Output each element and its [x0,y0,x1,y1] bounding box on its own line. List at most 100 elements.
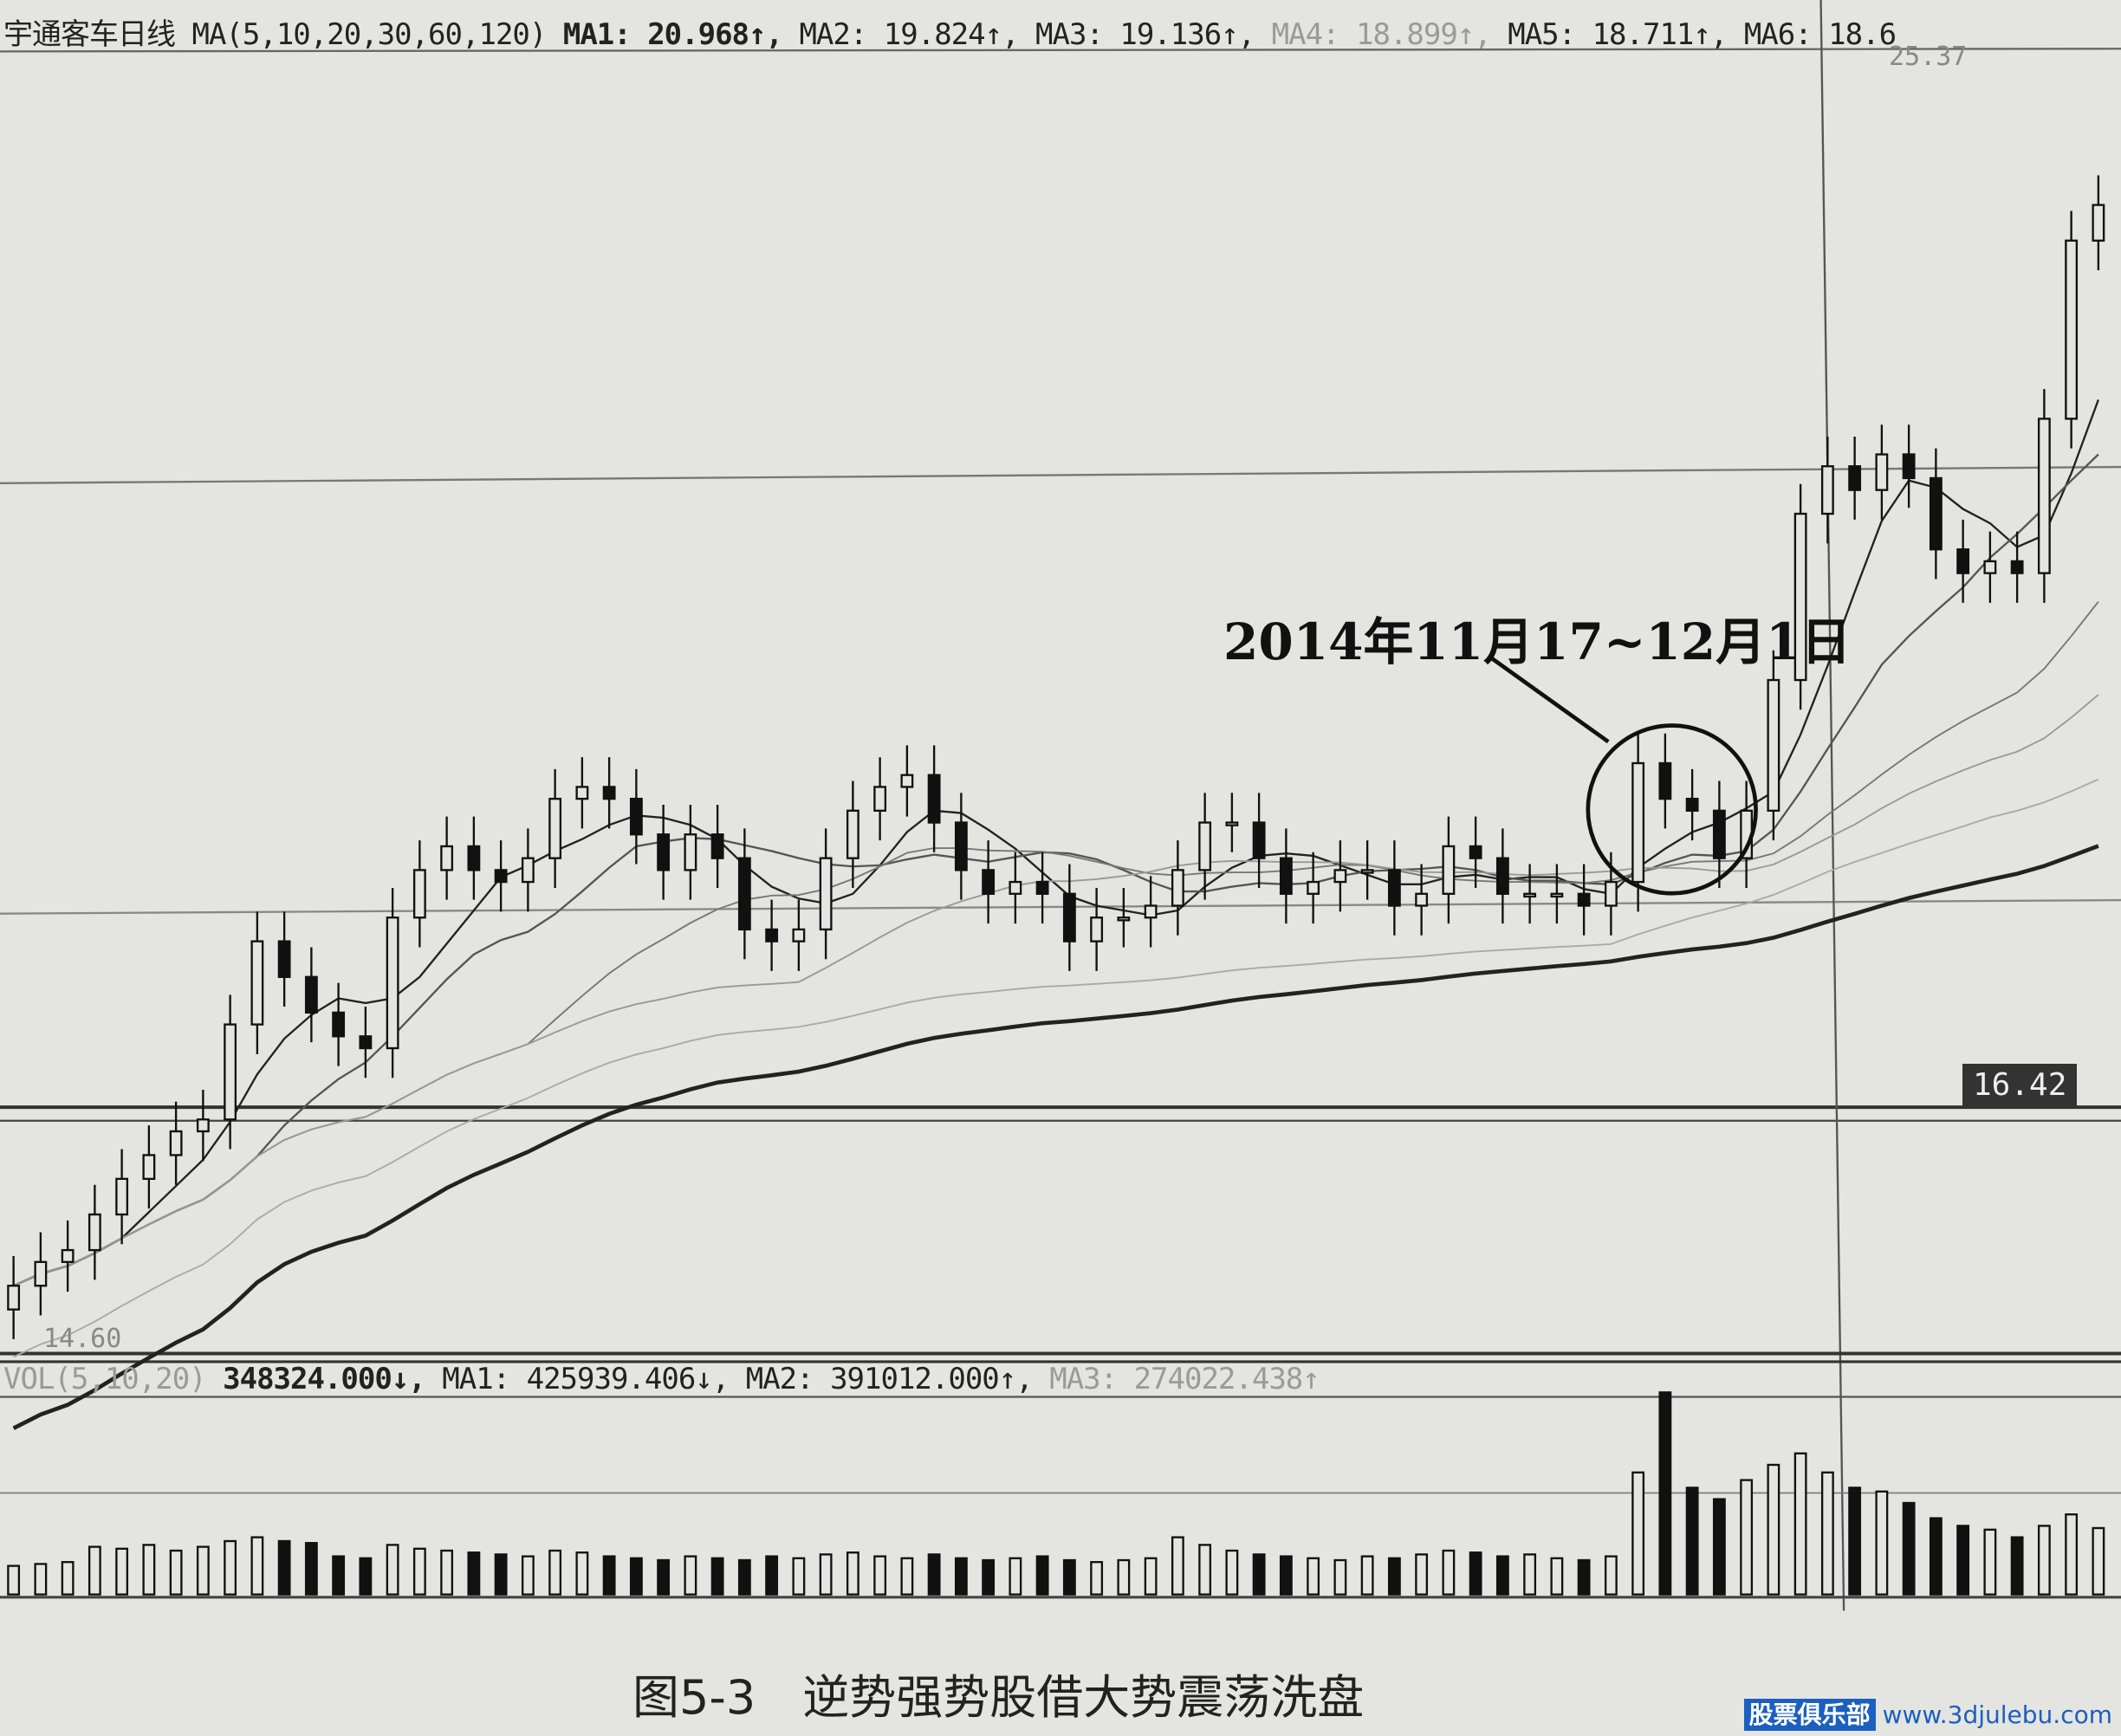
volume-bar [1631,1471,1645,1596]
candle-down [765,928,779,942]
candle-down [982,869,996,895]
candle-down [737,857,751,931]
candle-down [1387,869,1401,907]
candle-down [1956,548,1970,574]
volume-bar [1469,1551,1482,1596]
candle-up [1117,917,1131,922]
candle-up [1171,869,1184,907]
chart-header: 宇通客车日线 MA(5,10,20,30,60,120) MA1: 20.968… [3,10,1897,53]
candle-down [467,845,481,871]
candle-down [1712,809,1726,859]
candle-up [819,857,833,931]
candle-down [1495,857,1509,895]
candle-up [1144,904,1158,919]
watermark: 股票俱乐部 www.3djulebu.com [1743,1696,2112,1731]
volume-bar [2010,1536,2024,1596]
volume-bar [982,1558,996,1596]
volume-bar [1333,1558,1347,1596]
volume-bar [115,1547,129,1596]
volume-bar [1117,1558,1131,1596]
volume-bar [386,1544,399,1596]
volume-bar [1929,1517,1943,1596]
vol-ma3: MA3: 274022.438↑ [1049,1362,1320,1396]
volume-bar [1009,1557,1022,1596]
volume-bar [1577,1558,1591,1596]
volume-bar [548,1549,562,1596]
candle-up [1983,560,1997,574]
price-low-label: 14.60 [43,1324,122,1354]
candle-up [440,845,454,871]
volume-bar [1307,1557,1320,1596]
candle-up [224,1023,237,1121]
volume-bar [440,1549,454,1596]
candle-up [1415,892,1429,907]
volume-bar [1820,1471,1834,1596]
ma2-value: MA2: 19.824↑, [799,17,1019,52]
current-price-label: 16.42 [1962,1064,2078,1106]
vol-value: 348324.000↓, [223,1362,426,1396]
candle-up [1875,453,1889,491]
volume-bar [846,1551,859,1596]
candle-up [196,1118,210,1133]
guide-line [0,898,2121,915]
candle-down [359,1035,373,1050]
volume-bar [169,1549,183,1596]
candle-up [1767,678,1780,812]
volume-bar [304,1542,318,1596]
volume-bar [1793,1452,1807,1596]
candle-up [7,1285,21,1311]
volume-bar [1495,1555,1509,1596]
candle-down [1902,453,1916,480]
vol-ma2: MA2: 391012.000↑, [745,1362,1034,1396]
candle-up [900,774,914,788]
ma30-line [13,694,2099,1287]
volume-bar [1712,1498,1726,1596]
volume-bar [277,1539,291,1596]
candle-up [34,1260,48,1287]
volume-bar [1415,1553,1429,1596]
volume-bar [34,1563,48,1596]
volume-bar [873,1555,887,1596]
candle-up [250,940,264,1026]
volume-bar [575,1551,589,1596]
volume-bar [359,1557,373,1596]
volume-bar [1035,1555,1049,1596]
candle-down [1469,845,1482,859]
candle-up [1198,821,1212,871]
candle-down [1848,465,1862,491]
candle-down [657,833,671,871]
volume-bar [684,1555,697,1596]
candle-down [2010,560,2024,574]
candle-up [386,917,399,1050]
candle-up [2065,239,2079,420]
volume-bar [1875,1490,1889,1596]
volume-bar [1171,1536,1184,1596]
volume-bar [927,1553,941,1596]
volume-bar [819,1553,833,1596]
candle-down [927,774,941,824]
volume-bar [629,1557,643,1596]
candle-down [304,975,318,1014]
volume-bar [1523,1553,1537,1596]
candle-down [1685,797,1699,812]
candle-up [2037,418,2051,574]
volume-bar [1550,1557,1564,1596]
candle-down [332,1011,346,1038]
candle-up [1333,869,1347,884]
volume-bar [1983,1528,1997,1596]
candle-down [277,940,291,978]
volume-bar [1090,1561,1104,1596]
volume-bar [1902,1501,1916,1596]
candle-up [169,1130,183,1156]
candle-down [1062,892,1076,942]
volume-bar [1442,1549,1456,1596]
volume-bar [792,1557,806,1596]
volume-bar [737,1558,751,1596]
annotation-circle [1586,723,1758,896]
candle-down [1577,892,1591,907]
candle-down [954,821,968,871]
vol-label: VOL(5,10,20) [3,1362,207,1396]
figure-caption: 图5-3 逆势强势股借大势震荡洗盘 [632,1670,1365,1725]
watermark-url: www.3djulebu.com [1882,1700,2112,1729]
